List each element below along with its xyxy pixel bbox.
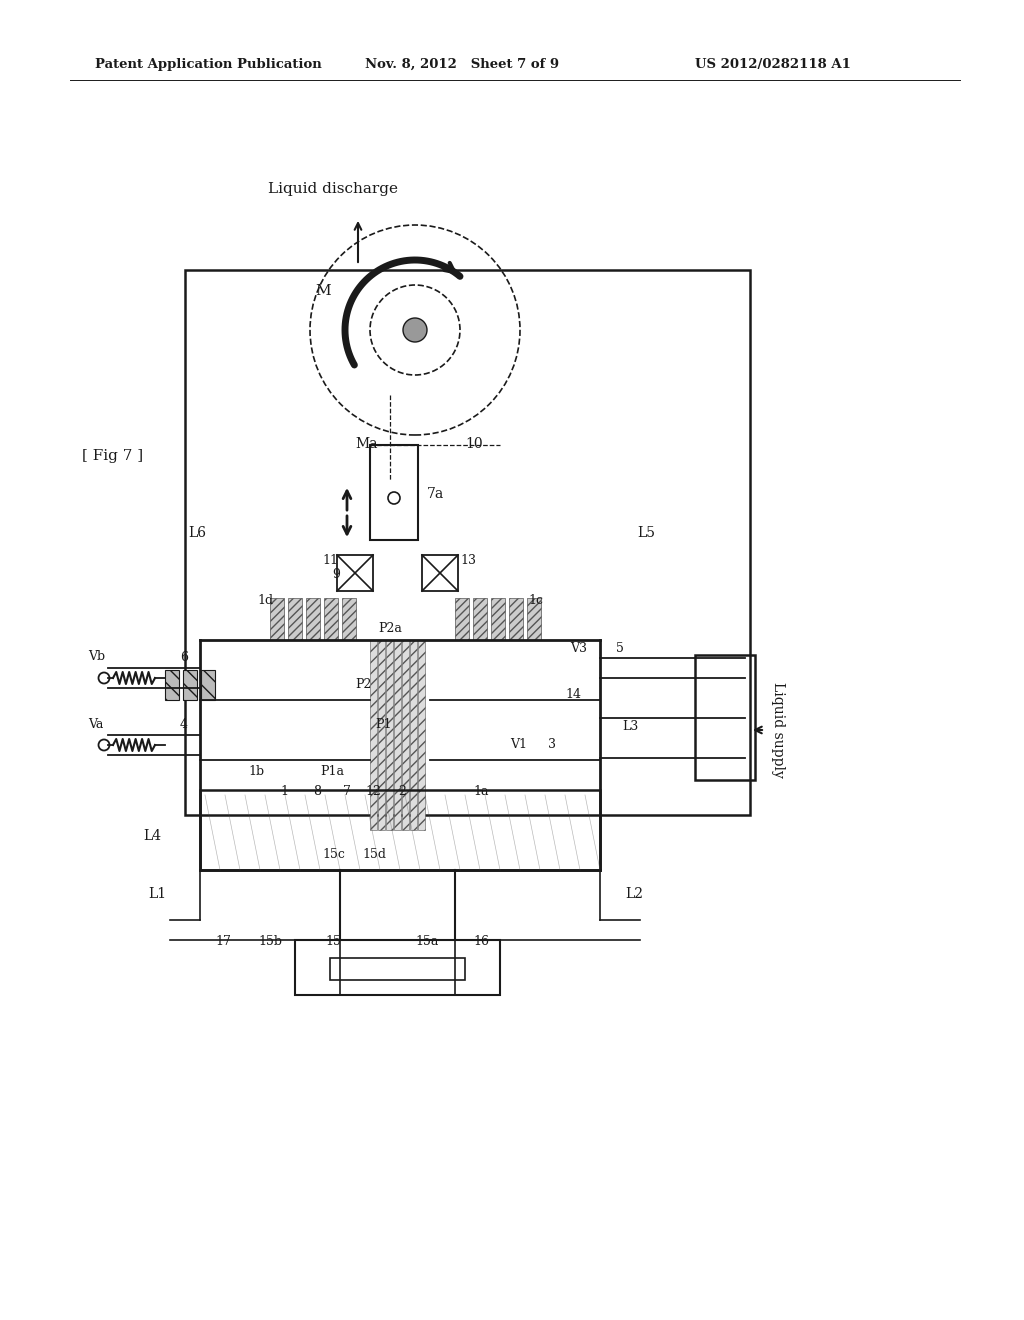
Bar <box>394 640 401 830</box>
Text: 1a: 1a <box>473 785 488 799</box>
Bar <box>490 598 505 640</box>
Text: Liquid supply: Liquid supply <box>771 682 785 777</box>
Bar <box>410 640 417 830</box>
Text: Liquid discharge: Liquid discharge <box>268 182 398 195</box>
Bar <box>422 554 458 591</box>
Bar <box>288 598 302 640</box>
Text: L5: L5 <box>637 525 655 540</box>
Text: 12: 12 <box>365 785 381 799</box>
Bar <box>295 940 500 995</box>
Text: Ma: Ma <box>355 437 378 451</box>
Text: 7: 7 <box>343 785 351 799</box>
Text: 1c: 1c <box>528 594 543 607</box>
Bar <box>473 598 487 640</box>
Text: L4: L4 <box>143 829 161 843</box>
Text: 2: 2 <box>398 785 406 799</box>
Text: 3: 3 <box>548 738 556 751</box>
Bar <box>386 640 393 830</box>
Text: P1: P1 <box>375 718 391 731</box>
Text: Patent Application Publication: Patent Application Publication <box>95 58 322 71</box>
Text: 11: 11 <box>322 554 338 568</box>
Text: 15: 15 <box>325 935 341 948</box>
Text: 15b: 15b <box>258 935 282 948</box>
Text: 1b: 1b <box>248 766 264 777</box>
Bar <box>695 655 755 780</box>
Bar <box>330 958 465 979</box>
Text: Vb: Vb <box>88 649 105 663</box>
Text: [ Fig 7 ]: [ Fig 7 ] <box>82 449 143 463</box>
Text: 15c: 15c <box>322 847 345 861</box>
Bar <box>324 598 338 640</box>
Text: L2: L2 <box>625 887 643 902</box>
Bar <box>185 271 750 814</box>
Bar <box>270 598 284 640</box>
Bar <box>183 671 197 700</box>
Text: 1d: 1d <box>257 594 273 607</box>
Bar <box>455 598 469 640</box>
Bar <box>201 671 215 700</box>
Bar <box>200 789 600 870</box>
Text: 13: 13 <box>460 554 476 568</box>
Bar <box>378 640 385 830</box>
Bar <box>370 640 377 830</box>
Text: 10: 10 <box>465 437 482 451</box>
Bar <box>418 640 425 830</box>
Bar <box>527 598 541 640</box>
Text: 17: 17 <box>215 935 230 948</box>
Text: 7a: 7a <box>427 487 444 502</box>
Text: 15a: 15a <box>415 935 438 948</box>
Text: 1: 1 <box>280 785 288 799</box>
Text: L6: L6 <box>188 525 206 540</box>
Text: M: M <box>315 284 331 298</box>
Bar <box>402 640 409 830</box>
Text: L3: L3 <box>622 719 638 733</box>
Text: 14: 14 <box>565 688 581 701</box>
Text: 9: 9 <box>332 568 340 581</box>
Circle shape <box>403 318 427 342</box>
Text: P1a: P1a <box>319 766 344 777</box>
Text: Va: Va <box>88 718 103 731</box>
Bar <box>337 554 373 591</box>
Text: P2a: P2a <box>378 622 401 635</box>
Text: 15d: 15d <box>362 847 386 861</box>
Text: 6: 6 <box>180 651 188 664</box>
Text: 8: 8 <box>313 785 321 799</box>
Text: L1: L1 <box>148 887 166 902</box>
Text: 16: 16 <box>473 935 489 948</box>
Text: V3: V3 <box>570 642 587 655</box>
Bar <box>342 598 356 640</box>
Text: V1: V1 <box>510 738 527 751</box>
Text: Nov. 8, 2012   Sheet 7 of 9: Nov. 8, 2012 Sheet 7 of 9 <box>365 58 559 71</box>
Text: 5: 5 <box>616 642 624 655</box>
Bar <box>370 445 418 540</box>
Text: P2: P2 <box>355 678 372 690</box>
Text: 4: 4 <box>180 718 188 731</box>
Bar <box>509 598 523 640</box>
Bar <box>306 598 319 640</box>
Text: US 2012/0282118 A1: US 2012/0282118 A1 <box>695 58 851 71</box>
Bar <box>165 671 179 700</box>
